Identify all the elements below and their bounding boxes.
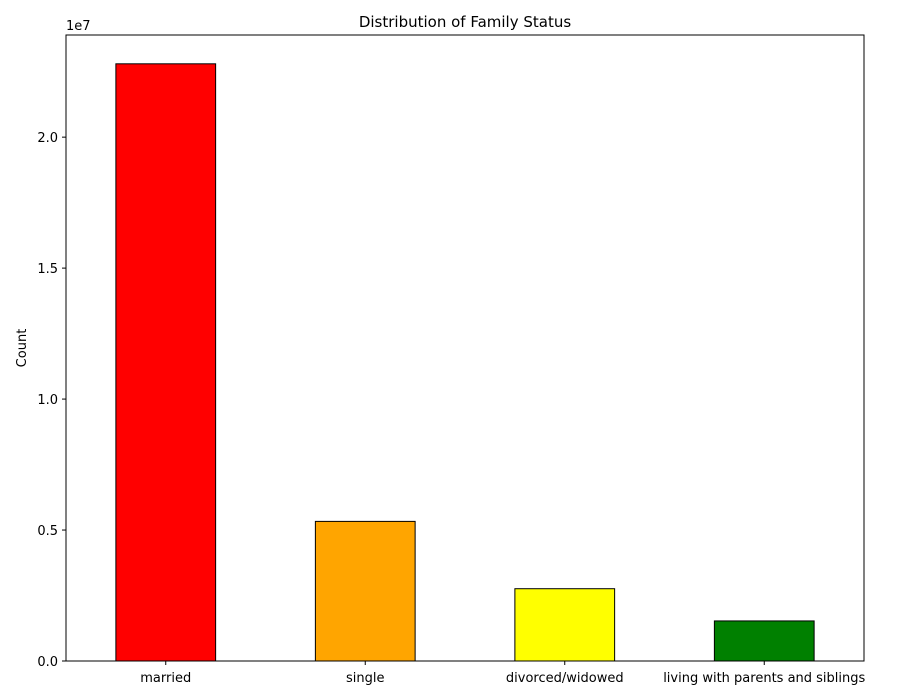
y-axis-label: Count: [15, 329, 30, 368]
y-tick-label: 2.0: [37, 131, 58, 146]
y-tick-label: 1.0: [37, 393, 58, 408]
y-tick-label: 1.5: [37, 262, 58, 277]
plot-area-frame: [65, 34, 865, 662]
bar-single: [314, 520, 416, 662]
x-tick-label: divorced/widowed: [506, 671, 624, 686]
chart-title: Distribution of Family Status: [359, 13, 572, 31]
x-tick-label: married: [140, 671, 191, 686]
bar-living-with-parents-and-siblings: [713, 620, 815, 662]
bar-married: [115, 63, 217, 662]
y-ticks-group: 0.0 0.5 1.0 1.5 2.0: [37, 131, 66, 670]
x-ticks-group: married single divorced/widowed living with…: [140, 661, 866, 686]
x-tick-label: single: [346, 671, 385, 686]
y-tick-label: 0.5: [37, 524, 58, 539]
x-tick-label: living with parents and siblings: [663, 671, 865, 686]
y-tick-label: 0.0: [37, 655, 58, 670]
bars-group: [115, 63, 815, 662]
y-axis-offset-label: 1e7: [66, 19, 91, 34]
bar-divorced-widowed: [514, 588, 616, 662]
